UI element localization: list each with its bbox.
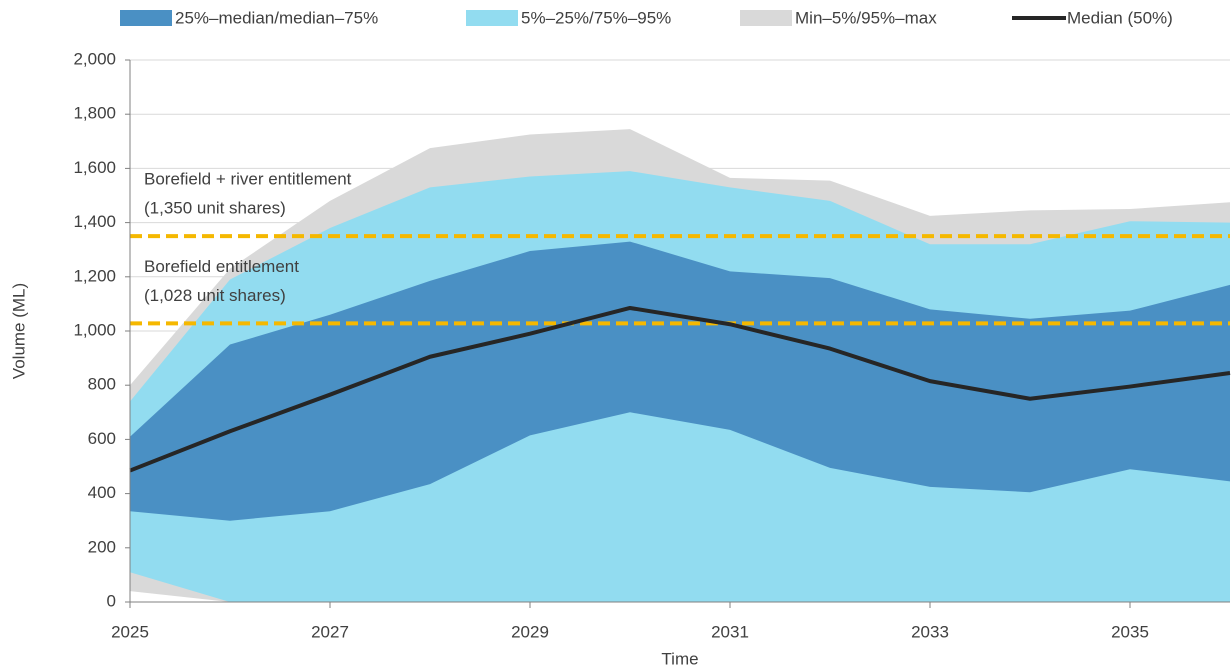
- reference-label: Borefield entitlement: [144, 257, 299, 276]
- y-tick-label: 1,200: [73, 266, 116, 285]
- y-tick-label: 200: [88, 537, 116, 556]
- y-tick-label: 2,000: [73, 49, 116, 68]
- y-tick-label: 600: [88, 429, 116, 448]
- x-tick-label: 2031: [711, 622, 749, 641]
- legend-swatch: [120, 10, 172, 26]
- x-tick-label: 2035: [1111, 622, 1149, 641]
- y-tick-label: 1,600: [73, 158, 116, 177]
- reference-label: Borefield + river entitlement: [144, 170, 352, 189]
- x-axis-label: Time: [661, 649, 698, 668]
- x-tick-label: 2027: [311, 622, 349, 641]
- x-tick-label: 2033: [911, 622, 949, 641]
- legend-swatch: [740, 10, 792, 26]
- y-axis-label: Volume (ML): [9, 283, 28, 379]
- legend-label: Min–5%/95%–max: [795, 8, 937, 27]
- y-tick-label: 800: [88, 375, 116, 394]
- y-tick-label: 0: [107, 591, 116, 610]
- band: [130, 241, 1230, 521]
- x-tick-label: 2029: [511, 622, 549, 641]
- legend-label: 25%–median/median–75%: [175, 8, 378, 27]
- legend-label: 5%–25%/75%–95%: [521, 8, 671, 27]
- y-tick-label: 1,400: [73, 212, 116, 231]
- legend-label: Median (50%): [1067, 8, 1173, 27]
- y-tick-label: 400: [88, 483, 116, 502]
- y-tick-label: 1,000: [73, 320, 116, 339]
- x-tick-label: 2025: [111, 622, 149, 641]
- reference-sublabel: (1,028 unit shares): [144, 286, 286, 305]
- reference-sublabel: (1,350 unit shares): [144, 199, 286, 218]
- y-tick-label: 1,800: [73, 104, 116, 123]
- median-line: [129, 305, 1231, 473]
- legend-swatch: [466, 10, 518, 26]
